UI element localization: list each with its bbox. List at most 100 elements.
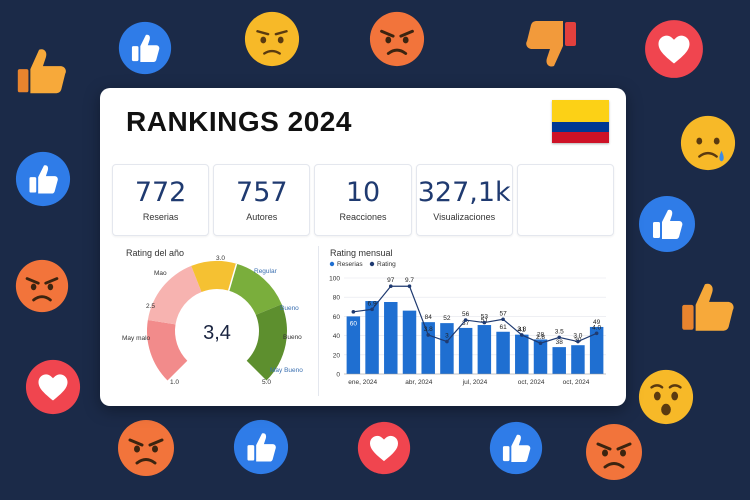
like-button-emoji (14, 150, 72, 208)
rating-value-label: 53 (481, 314, 489, 321)
gauge-band (191, 261, 237, 292)
rating-value-label: 3 (445, 333, 449, 340)
x-tick-label: oct, 2024 (518, 379, 545, 386)
legend-marker (329, 261, 335, 267)
heart-button-emoji (24, 358, 82, 416)
bar (440, 323, 454, 374)
bar-value-label: 51 (481, 317, 489, 324)
kpi-value: 10 (345, 177, 381, 208)
rating-value-label: 3.8 (424, 326, 433, 333)
bar (571, 345, 585, 374)
thumbs-down-emoji (522, 14, 582, 74)
gauge-tick-label: 1.0 (170, 379, 179, 386)
kpi-card-visualizaciones: 327,1k Visualizaciones (415, 164, 513, 236)
bar (402, 310, 417, 374)
bar (384, 302, 398, 374)
bar (533, 339, 548, 374)
bar-value-label: 38 (556, 339, 564, 346)
bar-chart-panel: Rating mensual Reserias Rating 0 20 40 60 80 10… (322, 238, 618, 403)
rating-point (463, 318, 468, 322)
confused-face-emoji (243, 10, 301, 68)
gauge-band (228, 263, 282, 315)
panel-divider (318, 246, 319, 396)
x-tick-label: jul, 2024 (462, 379, 488, 386)
surprised-face-emoji (637, 368, 695, 426)
kpi-value: 772 (134, 177, 187, 208)
legend-marker (369, 261, 375, 267)
y-tick-label: 40 (333, 333, 341, 340)
rating-point (445, 339, 449, 344)
gauge-tick-label: 3.0 (216, 255, 225, 262)
dashboard-card: RANKINGS 2024 772 Reserias 757 Autores 1… (100, 88, 626, 406)
x-tick-label: abr, 2024 (405, 379, 432, 386)
x-tick-label: ene, 2024 (348, 379, 377, 386)
rating-point (351, 310, 356, 314)
gauge-band (147, 265, 202, 325)
rating-point (482, 320, 487, 325)
dashboard-title: RANKINGS 2024 (126, 106, 352, 137)
kpi-label: Reserias (142, 212, 179, 222)
rating-point (370, 307, 374, 312)
monthly-rating-chart: Reserias Rating 0 20 40 60 80 100 60 84 52 37 51 61 41… (329, 261, 606, 386)
bar (515, 334, 529, 374)
rating-point (519, 333, 524, 337)
gauge-band (147, 320, 188, 381)
y-tick-label: 20 (333, 352, 341, 359)
kpi-card-reacciones: 10 Reacciones (314, 164, 412, 236)
kpi-card-empty (516, 164, 615, 236)
flag-stripe-red (552, 132, 609, 143)
legend-label: Reserias (337, 261, 363, 268)
rating-value-label: 6.9 (368, 300, 377, 307)
bar-chart-title: Rating mensual (330, 248, 393, 258)
flag-stripe-blue (552, 121, 609, 133)
bar-value-label: 37 (462, 320, 470, 327)
bar (421, 322, 435, 374)
y-tick-label: 60 (333, 314, 341, 321)
gauge-label: Mao (154, 270, 167, 277)
gauge-label: May Bueno (270, 367, 303, 374)
kpi-label: Visualizaciones (433, 212, 496, 222)
rating-point (407, 284, 412, 289)
rating-point (576, 339, 580, 344)
rating-point (501, 317, 505, 322)
y-tick-label: 100 (329, 276, 340, 283)
thumbs-up-emoji (12, 42, 70, 100)
rating-value-label: 2.8 (536, 334, 545, 341)
kpi-label: Reacciones (339, 212, 387, 222)
rating-value-label: 97 (387, 277, 395, 284)
kpi-card-reserias: 772 Reserias (112, 164, 210, 236)
bar (458, 327, 473, 374)
sad-face-emoji (679, 114, 737, 172)
y-tick-label: 0 (336, 372, 340, 379)
bar (496, 331, 510, 374)
bar-value-label: 84 (425, 314, 433, 321)
bar-value-label: 28 (537, 331, 545, 338)
flag-stripe-yellow (552, 100, 609, 122)
chart-legend: Reserias Rating (329, 261, 396, 268)
rating-value-label: 4.0 (592, 324, 601, 331)
gauge-label: Bueno (280, 305, 299, 312)
angry-face-emoji (116, 418, 176, 478)
bar (589, 326, 604, 374)
gauge-value: 3,4 (203, 322, 231, 344)
bar (552, 347, 566, 374)
rating-value-label: 3.8 (517, 326, 526, 333)
gauge-tick-label: 5.0 (262, 379, 271, 386)
thumbs-up-emoji (676, 276, 738, 338)
rating-point (426, 333, 431, 337)
kpi-value: 327,1k (417, 177, 511, 208)
bar (365, 301, 379, 374)
bar-value-label: 52 (443, 315, 451, 322)
angry-face-emoji (14, 258, 70, 314)
x-tick-label: oct, 2024 (563, 379, 590, 386)
gauge-panel-title: Rating del año (126, 248, 185, 258)
bar-value-label: 60 (350, 320, 358, 327)
rating-point (388, 284, 393, 289)
rating-point (538, 341, 543, 346)
kpi-card-autores: 757 Autores (213, 164, 311, 236)
gauge-band (246, 304, 287, 381)
gauge-label: Regular (254, 268, 278, 275)
rating-value-label: 3.0 (573, 333, 582, 340)
bar-value-label: 41 (518, 327, 526, 334)
like-button-emoji (232, 418, 290, 476)
